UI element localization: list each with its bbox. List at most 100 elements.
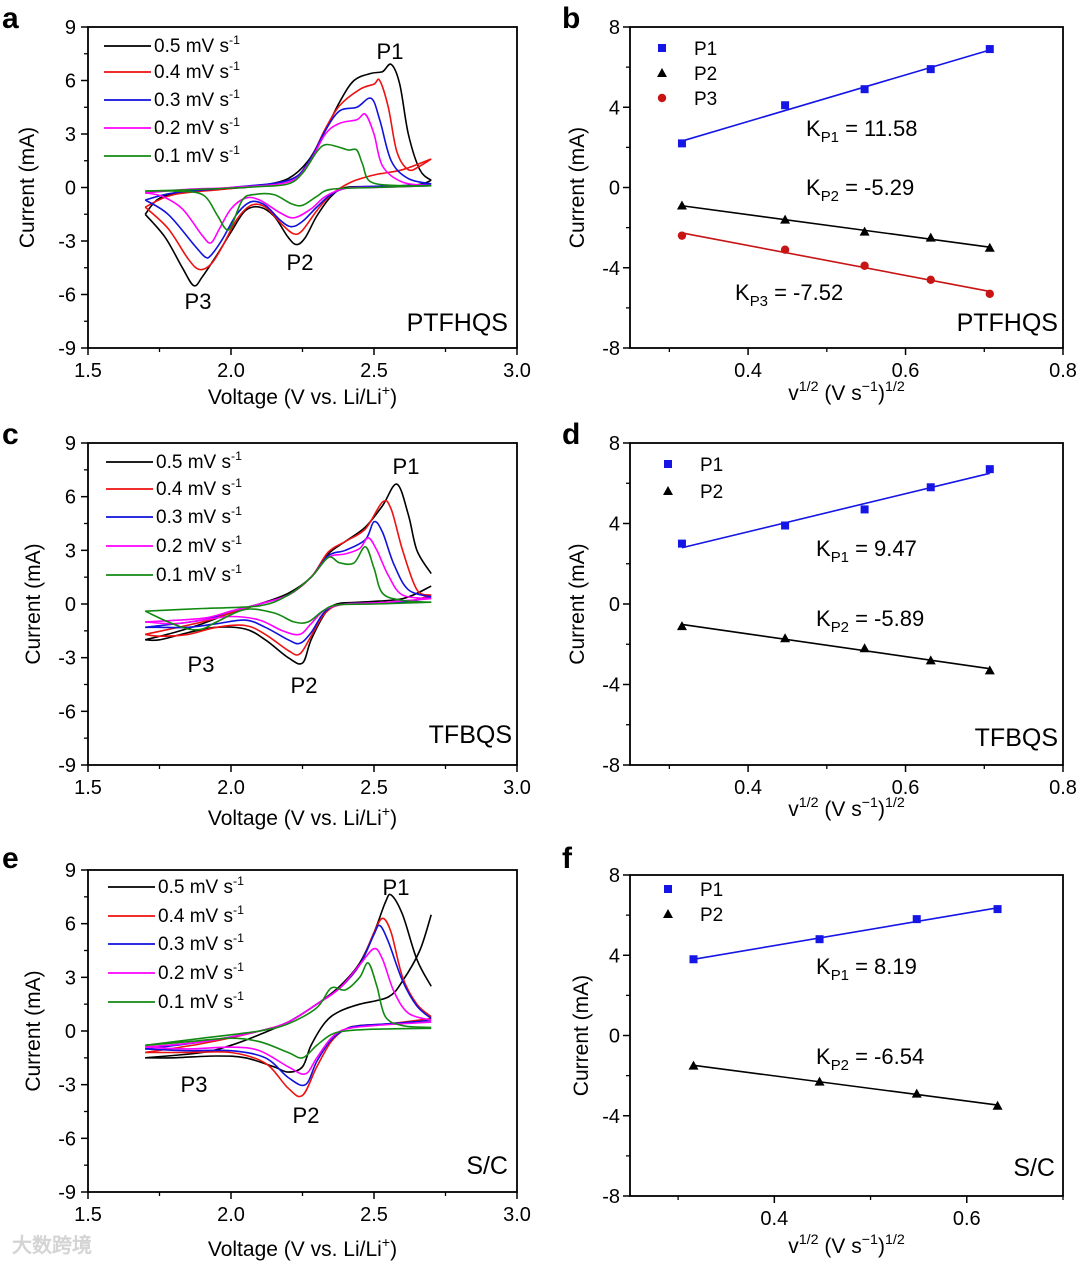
cv-curve-0.1-mV-s — [144, 546, 432, 631]
data-point — [926, 275, 935, 284]
slope-label: KP3 = -7.52 — [735, 280, 843, 310]
panel-c: c 9 6 3 0 -3 -6 -91.5 2.0 2.5 3.0 Current (mA) Volta… — [2, 418, 531, 830]
sample-label: TFBQS — [429, 721, 512, 749]
legend-label: 0.3 mV s-1 — [156, 504, 242, 528]
data-point — [780, 245, 790, 254]
slope-label: KP2 = -6.54 — [816, 1044, 924, 1074]
peak-label: P2 — [293, 1103, 320, 1128]
cv-curve-0.1-mV-s — [145, 962, 432, 1059]
legend-unit-sup: -1 — [231, 449, 242, 463]
data-point — [676, 200, 687, 210]
x-axis-title-part: Voltage (V vs. Li/Li — [208, 807, 382, 830]
x-axis-title-part: 1/2 — [799, 1232, 819, 1248]
watermark: 大数跨境 — [12, 1233, 92, 1257]
x-axis-title-part: 1/2 — [799, 795, 819, 811]
slope-label-part: K — [816, 536, 831, 561]
y-tick-label: -4 — [602, 675, 620, 697]
data-point — [677, 231, 687, 240]
fit-line — [681, 623, 990, 670]
slope-label-part: = -5.29 — [839, 175, 914, 200]
y-tick-label: -3 — [58, 1075, 76, 1097]
y-axis-title: Current (mA) — [566, 543, 589, 664]
y-tick-label: 3 — [65, 124, 76, 146]
y-tick-label: 0 — [609, 1026, 620, 1048]
x-axis-title-part: 1/2 — [885, 379, 905, 395]
legend-unit-sup: -1 — [229, 115, 240, 129]
y-tick-label: 4 — [609, 97, 620, 119]
peak-label: P2 — [291, 673, 318, 698]
data-point — [926, 483, 935, 492]
legend-unit-sup: -1 — [233, 960, 244, 974]
cv-reverse-scan — [145, 184, 432, 231]
x-axis-title: Voltage (V vs. Li/Li+) — [208, 1235, 397, 1261]
legend-rate: 0.5 mV s — [156, 452, 231, 473]
x-axis-title: v1/2 (V s−1)1/2 — [788, 379, 905, 405]
peak-label: P1 — [383, 875, 410, 900]
legend-label: 0.2 mV s-1 — [156, 533, 242, 557]
legend-unit-sup: -1 — [233, 989, 244, 1003]
panel-letter: b — [562, 2, 580, 35]
x-tick-label: 0.4 — [760, 1208, 788, 1230]
y-tick-label: 0 — [609, 178, 620, 200]
legend-unit-sup: -1 — [229, 87, 240, 101]
cv-reverse-scan — [145, 184, 432, 244]
x-axis-title-part: −1 — [862, 1232, 878, 1248]
legend-label: 0.4 mV s-1 — [156, 476, 242, 500]
cv-forward-scan — [145, 537, 432, 623]
legend-label: P1 — [694, 39, 717, 60]
y-axis-title: Current (mA) — [16, 127, 39, 248]
legend-marker — [657, 68, 667, 77]
legend-unit-sup: -1 — [233, 903, 244, 917]
y-tick-label: -6 — [58, 701, 76, 723]
data-point — [689, 955, 698, 964]
data-point — [814, 1076, 825, 1086]
y-tick-label: -8 — [602, 338, 620, 360]
peak-label: P3 — [188, 652, 215, 677]
x-tick-label: 2.5 — [360, 1204, 388, 1226]
data-point — [911, 1088, 922, 1098]
y-tick-label: -3 — [58, 231, 76, 253]
x-tick-label: 0.8 — [1049, 360, 1077, 382]
legend-rate: 0.1 mV s — [154, 146, 229, 167]
legend-unit-sup: -1 — [229, 143, 240, 157]
y-tick-label: -9 — [58, 338, 76, 360]
x-axis-title-part: 1/2 — [885, 1232, 905, 1248]
legend-label: P2 — [700, 482, 723, 503]
slope-label-part: P3 — [750, 293, 768, 310]
x-axis-title-part: (V s — [819, 1235, 862, 1258]
x-axis-title: v1/2 (V s−1)1/2 — [788, 795, 905, 821]
legend-unit-sup: -1 — [231, 476, 242, 490]
y-tick-label: 8 — [609, 17, 620, 39]
slope-label-part: = -5.89 — [849, 606, 924, 631]
slope-label-part: = -7.52 — [768, 280, 843, 305]
x-axis-title-part: v — [788, 382, 799, 405]
legend-unit-sup: -1 — [231, 504, 242, 518]
data-point — [985, 465, 994, 474]
peak-label: P2 — [287, 250, 314, 275]
peak-label: P3 — [181, 1072, 208, 1097]
legend-rate: 0.5 mV s — [158, 877, 233, 898]
data-point — [677, 139, 686, 148]
plot-frame — [87, 26, 518, 349]
fit-line — [693, 1064, 998, 1106]
legend-rate: 0.4 mV s — [154, 62, 229, 83]
slope-label-part: P1 — [831, 549, 849, 566]
data-point — [860, 261, 869, 270]
legend-rate: 0.3 mV s — [158, 934, 233, 955]
legend-label: P2 — [700, 905, 723, 926]
legend-label: 0.5 mV s-1 — [156, 449, 242, 473]
y-tick-label: 3 — [65, 967, 76, 989]
slope-label-part: K — [806, 116, 821, 141]
cv-curve-0.5-mV-s — [145, 483, 432, 665]
sample-label: S/C — [1013, 1154, 1055, 1182]
cv-reverse-scan — [145, 914, 432, 1073]
x-tick-label: 0.6 — [892, 777, 920, 799]
plot-frame — [629, 442, 1064, 766]
cv-forward-scan — [145, 499, 432, 636]
legend-marker — [664, 460, 672, 468]
cv-reverse-scan — [145, 1019, 432, 1087]
legend-label: 0.4 mV s-1 — [158, 903, 244, 927]
